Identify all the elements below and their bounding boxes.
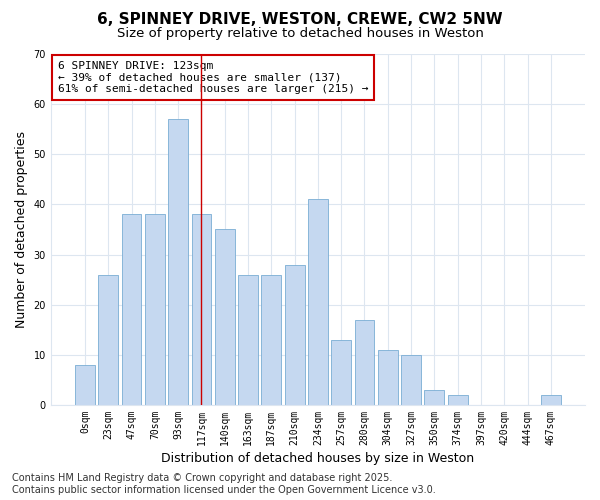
- Text: Size of property relative to detached houses in Weston: Size of property relative to detached ho…: [116, 28, 484, 40]
- Bar: [122, 214, 142, 405]
- Bar: [262, 274, 281, 405]
- Text: 6 SPINNEY DRIVE: 123sqm
← 39% of detached houses are smaller (137)
61% of semi-d: 6 SPINNEY DRIVE: 123sqm ← 39% of detache…: [58, 61, 368, 94]
- Bar: [378, 350, 398, 405]
- Text: Contains HM Land Registry data © Crown copyright and database right 2025.
Contai: Contains HM Land Registry data © Crown c…: [12, 474, 436, 495]
- Bar: [541, 395, 561, 405]
- Bar: [75, 365, 95, 405]
- Bar: [424, 390, 444, 405]
- Bar: [308, 200, 328, 405]
- Bar: [168, 119, 188, 405]
- Bar: [238, 274, 258, 405]
- Bar: [215, 230, 235, 405]
- X-axis label: Distribution of detached houses by size in Weston: Distribution of detached houses by size …: [161, 452, 475, 465]
- Bar: [285, 264, 305, 405]
- Bar: [145, 214, 165, 405]
- Bar: [331, 340, 351, 405]
- Bar: [191, 214, 211, 405]
- Bar: [448, 395, 467, 405]
- Bar: [401, 355, 421, 405]
- Bar: [355, 320, 374, 405]
- Y-axis label: Number of detached properties: Number of detached properties: [15, 131, 28, 328]
- Bar: [98, 274, 118, 405]
- Text: 6, SPINNEY DRIVE, WESTON, CREWE, CW2 5NW: 6, SPINNEY DRIVE, WESTON, CREWE, CW2 5NW: [97, 12, 503, 28]
